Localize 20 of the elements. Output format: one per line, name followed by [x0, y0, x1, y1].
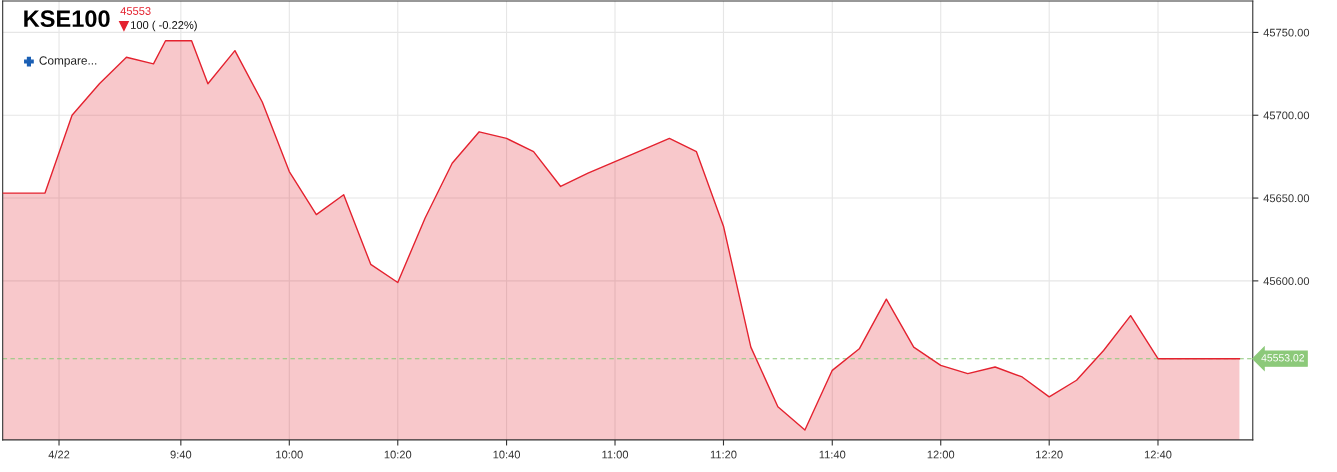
x-tick-label: 12:40 [1144, 450, 1172, 459]
ref-line-label: 45553.02 [1261, 354, 1305, 362]
x-tick-label: 4/22 [48, 450, 70, 459]
x-tick-label: 12:00 [927, 450, 955, 459]
y-tick-label: 45700.00 [1263, 111, 1310, 120]
x-tick-label: 11:20 [710, 450, 737, 459]
x-tick-label: 12:20 [1036, 450, 1063, 459]
y-tick-label: 45650.00 [1263, 194, 1310, 203]
x-tick-label: 11:40 [819, 450, 846, 459]
x-tick-label: 10:40 [493, 450, 521, 459]
y-tick-label: 45750.00 [1263, 28, 1310, 37]
y-tick-label: 45600.00 [1263, 277, 1310, 286]
chart-title: KSE100 [24, 10, 110, 28]
annotation: 45553 [120, 7, 151, 15]
annotation: Compare... [39, 56, 97, 68]
x-tick-label: 10:00 [276, 450, 303, 459]
x-tick-label: 10:20 [384, 450, 412, 459]
x-tick-label: 9:40 [170, 450, 192, 459]
x-tick-label: 11:00 [602, 450, 629, 459]
annotation: 100 ( -0.22%) [131, 20, 197, 32]
